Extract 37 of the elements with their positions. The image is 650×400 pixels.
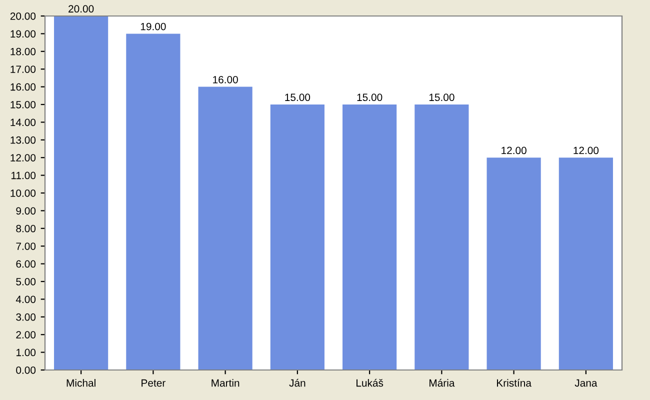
y-tick-label: 18.00: [10, 48, 36, 56]
x-tick-label: Lukáš: [356, 378, 384, 387]
x-tick-label: Ján: [289, 378, 306, 387]
y-tick-label: 17.00: [10, 66, 36, 73]
x-tick-label: Michal: [66, 379, 96, 387]
y-tick-label: 2.00: [16, 331, 36, 338]
x-tick-label: Mária: [430, 378, 455, 387]
y-tick-label: 1.00: [16, 348, 36, 356]
y-tick-label: 12.00: [10, 154, 36, 162]
y-tick-label: 11.00: [11, 172, 36, 180]
y-tick-label: 10.00: [10, 190, 36, 197]
y-tick-label: 20.00: [10, 12, 36, 20]
y-tick-label: 7.00: [16, 242, 36, 250]
x-tick-label: Peter: [142, 379, 166, 387]
x-tick-label: Kristína: [497, 378, 532, 387]
y-tick-label: 3.00: [16, 313, 36, 321]
y-tick-label: 4.00: [16, 296, 36, 304]
data-label: 20.00: [68, 5, 94, 13]
y-tick-label: 5.00: [16, 278, 36, 286]
y-tick-label: 16.00: [10, 83, 36, 91]
y-tick-label: 19.00: [10, 30, 36, 38]
data-label: 16.00: [213, 76, 238, 84]
data-label: 19.00: [140, 22, 166, 30]
data-label: 15.00: [285, 94, 310, 102]
data-label: 15.00: [357, 94, 382, 102]
y-tick-label: 15.00: [10, 101, 36, 108]
y-tick-label: 0.00: [16, 366, 36, 374]
data-label: 15.00: [429, 94, 454, 102]
y-tick-label: 9.00: [16, 207, 36, 215]
y-tick-label: 13.00: [10, 136, 36, 144]
y-tick-label: 6.00: [16, 260, 36, 268]
data-label: 12.00: [502, 146, 526, 154]
x-tick-label: Martin: [212, 379, 240, 387]
data-label: 12.00: [574, 146, 599, 154]
y-tick-label: 14.00: [10, 118, 36, 126]
x-tick-label: Jana: [574, 379, 598, 387]
y-tick-label: 8.00: [16, 224, 36, 232]
